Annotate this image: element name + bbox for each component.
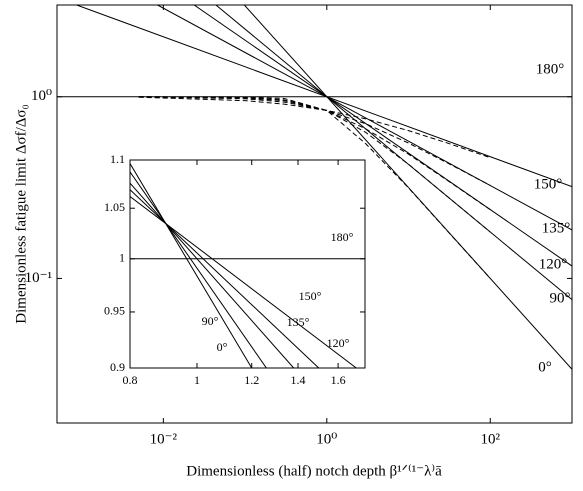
line	[130, 170, 267, 368]
line-label: 90°	[550, 290, 571, 306]
y-tick-label: 10⁰	[31, 88, 52, 104]
line-label: 0°	[538, 359, 552, 375]
lines	[57, 5, 572, 370]
y-axis-label: Dimensionless fatigue limit Δσf/Δσ₀	[13, 104, 29, 323]
x-axis-label: Dimensionless (half) notch depth β¹ᐟ⁽¹⁻λ…	[186, 462, 442, 479]
dashed-curve	[138, 96, 491, 186]
dashed-curve	[138, 96, 491, 279]
line-label: 135°	[287, 315, 310, 329]
line	[130, 182, 295, 368]
x-tick-label: 1	[194, 373, 200, 387]
y-tick-label: 0.95	[104, 304, 125, 318]
x-tick-label: 1.6	[331, 373, 346, 387]
inset: 0.8 1 1.2 1.4 1.6 0.9 0.95 1 1.05 1.1 180° 150° 135°…	[104, 152, 366, 387]
dashed-curve	[138, 96, 491, 211]
x-tick-label: 10²	[481, 431, 501, 447]
line	[130, 162, 253, 368]
y-tick-label: 1.1	[110, 152, 125, 166]
line	[157, 5, 572, 231]
dashed-curve	[138, 96, 491, 159]
y-tick-label: 0.9	[110, 360, 125, 374]
line-label: 150°	[299, 289, 322, 303]
line	[130, 189, 320, 368]
line-label: 135°	[542, 220, 571, 236]
line-label: 150°	[534, 176, 563, 192]
line	[130, 195, 357, 368]
line-label: 0°	[217, 340, 228, 354]
x-tick-label: 10⁻²	[150, 431, 178, 447]
line-label: 120°	[539, 256, 568, 272]
x-tick-label: 1.2	[244, 373, 259, 387]
line-label: 120°	[327, 336, 350, 350]
line-label: 180°	[331, 230, 354, 244]
lines	[130, 162, 365, 368]
line	[243, 5, 572, 370]
x-tick-label: 1.4	[291, 373, 306, 387]
line-label: 90°	[202, 314, 219, 328]
y-tick-label: 10⁻¹	[25, 270, 52, 286]
x-tick-label: 10⁰	[316, 431, 337, 447]
plot-frame	[129, 159, 366, 369]
line	[193, 5, 572, 267]
x-tick-label: 0.8	[123, 373, 138, 387]
line-label: 180°	[536, 61, 565, 77]
dashed-curve	[138, 96, 491, 233]
y-tick-label: 1	[119, 251, 125, 265]
line	[215, 5, 572, 301]
y-tick-label: 1.05	[104, 200, 125, 214]
